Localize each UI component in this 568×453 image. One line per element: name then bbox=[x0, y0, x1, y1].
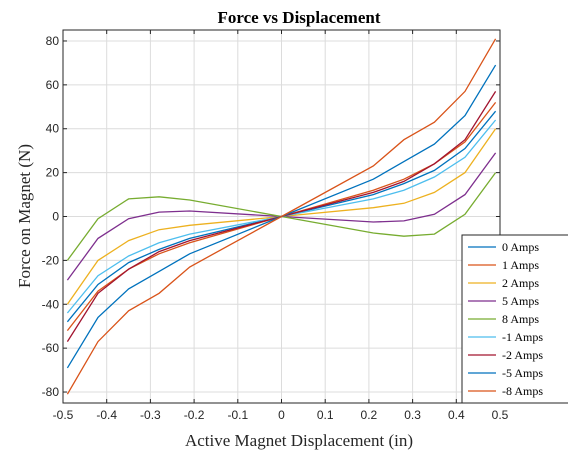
y-tick-label: 80 bbox=[46, 34, 60, 48]
x-axis-label: Active Magnet Displacement (in) bbox=[185, 431, 413, 450]
series-line-8 bbox=[66, 38, 497, 395]
legend-label: -1 Amps bbox=[502, 330, 543, 344]
x-tick-label: 0 bbox=[278, 408, 285, 422]
y-tick-label: -60 bbox=[42, 341, 60, 355]
x-tick-label: -0.3 bbox=[140, 408, 161, 422]
y-tick-label: 0 bbox=[52, 210, 59, 224]
plot-area bbox=[66, 38, 497, 395]
legend-label: 1 Amps bbox=[502, 258, 539, 272]
x-tick-label: -0.4 bbox=[96, 408, 117, 422]
legend-label: -2 Amps bbox=[502, 348, 543, 362]
y-axis-label: Force on Magnet (N) bbox=[15, 144, 34, 288]
y-tick-label: 20 bbox=[46, 166, 60, 180]
x-axis-ticks: -0.5 -0.4 -0.3 -0.2 -0.1 0 0.1 0.2 0.3 0.4 0.5 bbox=[53, 30, 509, 422]
y-tick-label: 40 bbox=[46, 122, 60, 136]
legend-label: 0 Amps bbox=[502, 240, 539, 254]
x-tick-label: -0.2 bbox=[184, 408, 205, 422]
y-tick-label: -20 bbox=[42, 253, 60, 267]
x-tick-label: 0.2 bbox=[361, 408, 378, 422]
x-tick-label: 0.5 bbox=[492, 408, 509, 422]
chart-title: Force vs Displacement bbox=[217, 8, 380, 27]
x-tick-label: 0.1 bbox=[317, 408, 334, 422]
y-axis-ticks: -80 -60 -40 -20 0 20 40 60 80 bbox=[42, 34, 500, 399]
y-tick-label: -40 bbox=[42, 297, 60, 311]
x-tick-label: -0.5 bbox=[53, 408, 74, 422]
legend-label: -5 Amps bbox=[502, 366, 543, 380]
legend-label: 2 Amps bbox=[502, 276, 539, 290]
x-tick-label: -0.1 bbox=[227, 408, 248, 422]
x-tick-label: 0.3 bbox=[404, 408, 421, 422]
legend-label: 5 Amps bbox=[502, 294, 539, 308]
x-tick-label: 0.4 bbox=[448, 408, 465, 422]
y-tick-label: 60 bbox=[46, 78, 60, 92]
legend: 0 Amps 1 Amps 2 Amps 5 Amps 8 Amps -1 Amps -2 … bbox=[461, 234, 568, 404]
legend-label: -8 Amps bbox=[502, 384, 543, 398]
legend-label: 8 Amps bbox=[502, 312, 539, 326]
y-tick-label: -80 bbox=[42, 385, 60, 399]
